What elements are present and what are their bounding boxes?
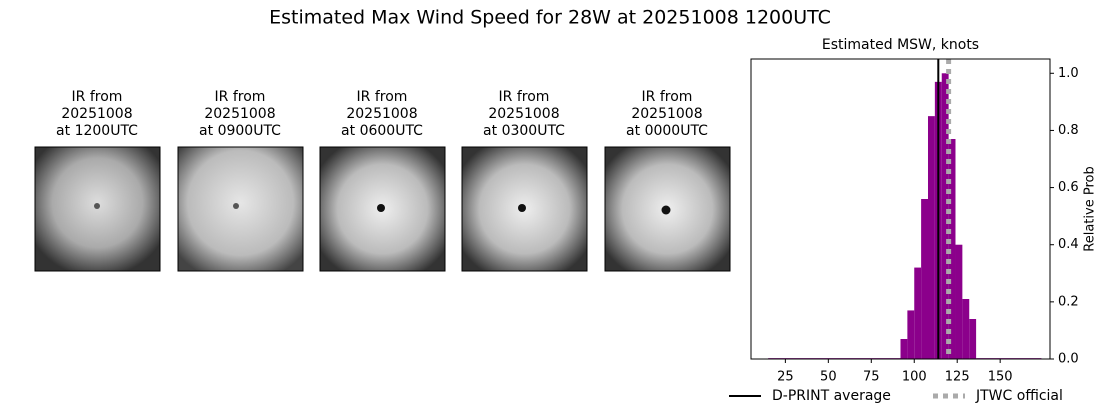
y-axis-label: Relative Prob — [1083, 166, 1098, 251]
panel-title: IR from 20251008 at 0000UTC — [626, 89, 708, 139]
panel-title: IR from 20251008 at 0300UTC — [483, 89, 565, 139]
bar — [969, 319, 977, 359]
x-tick-label: 25 — [777, 370, 794, 385]
panel-title: IR from 20251008 at 0900UTC — [199, 89, 281, 139]
ir-eye — [661, 205, 671, 215]
ir-eye — [518, 204, 526, 212]
bar — [955, 244, 963, 359]
bar — [907, 310, 915, 359]
bar — [900, 339, 908, 359]
legend-label: JTWC official — [975, 388, 1063, 404]
panel-title: IR from 20251008 at 1200UTC — [56, 89, 138, 139]
x-tick-label: 100 — [902, 370, 927, 385]
x-tick-label: 125 — [945, 370, 970, 385]
ir-image — [177, 146, 304, 272]
panel-title: IR from 20251008 at 0600UTC — [341, 89, 423, 139]
bar — [921, 199, 928, 359]
bar — [948, 139, 956, 359]
y-tick-label: 0.8 — [1058, 123, 1079, 138]
ir-images — [34, 146, 731, 272]
legend-label: D-PRINT average — [772, 388, 891, 404]
y-tick-label: 0.6 — [1058, 180, 1079, 195]
chart-title: Estimated MSW, knots — [822, 37, 979, 53]
bar — [927, 116, 935, 360]
y-tick-label: 0.2 — [1058, 294, 1079, 309]
bar — [962, 299, 970, 359]
ir-eye — [94, 203, 100, 209]
bar — [914, 267, 922, 359]
y-tick-label: 0.0 — [1058, 352, 1079, 367]
ir-image — [34, 146, 161, 272]
ir-eye — [377, 204, 385, 212]
y-tick-label: 0.4 — [1058, 237, 1079, 252]
x-tick-label: 150 — [988, 370, 1013, 385]
figure-title: Estimated Max Wind Speed for 28W at 2025… — [269, 7, 831, 29]
plot-frame — [750, 58, 1051, 360]
ir-eye — [233, 203, 239, 209]
bar — [941, 73, 949, 360]
x-tick-label: 75 — [863, 370, 880, 385]
x-tick-label: 50 — [820, 370, 837, 385]
y-tick-label: 1.0 — [1058, 66, 1079, 81]
